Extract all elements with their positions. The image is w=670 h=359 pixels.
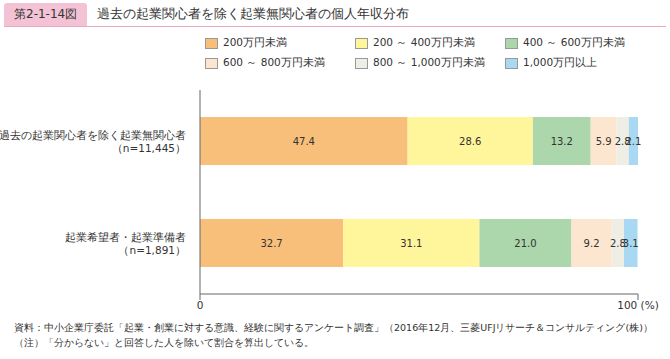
svg-text:（n=1,891）: （n=1,891）: [118, 244, 186, 256]
svg-text:100 (%): 100 (%): [617, 299, 659, 311]
svg-text:3.1: 3.1: [623, 238, 639, 249]
html-text:200 ～ 400万円未満: 200 ～ 400万円未満: [373, 36, 475, 48]
html-text:過去の起業関心者を除く起業無関心者の個人年収分布: 過去の起業関心者を除く起業無関心者の個人年収分布: [97, 6, 410, 21]
svg-text:2.8: 2.8: [614, 135, 631, 147]
svg-text:2.8: 2.8: [609, 237, 626, 249]
svg-text:31.1: 31.1: [400, 238, 422, 249]
svg-text:0: 0: [197, 299, 204, 311]
html-text:第2-1-14図: 第2-1-14図: [14, 6, 78, 21]
svg-text:9.2: 9.2: [584, 238, 600, 249]
html-text:400 ～ 600万円未満: 400 ～ 600万円未満: [523, 36, 625, 48]
svg-text:2.1: 2.1: [625, 136, 641, 147]
svg-text:47.4: 47.4: [293, 136, 315, 147]
html-text:（注）「分からない」と回答した人を除いて割合を算出している。: （注）「分からない」と回答した人を除いて割合を算出している。: [14, 337, 314, 348]
html-text:600 ～ 800万円未満: 600 ～ 800万円未満: [223, 56, 325, 68]
html-text:800 ～ 1,000万円未満: 800 ～ 1,000万円未満: [373, 56, 485, 68]
svg-text:起業希望者・起業準備者: 起業希望者・起業準備者: [65, 231, 186, 243]
svg-text:32.7: 32.7: [260, 238, 282, 249]
html-text:資料：中小企業庁委託「起業・創業に対する意識、経験に関するア: 資料：中小企業庁委託「起業・創業に対する意識、経験に関するアンケート調査」（20…: [14, 322, 653, 333]
svg-text:13.2: 13.2: [551, 136, 573, 147]
html-text:200万円未満: 200万円未満: [223, 36, 287, 48]
html-text:1,000万円以上: 1,000万円以上: [523, 56, 598, 68]
svg-text:28.6: 28.6: [459, 136, 481, 147]
svg-text:（n=11,445）: （n=11,445）: [112, 142, 186, 154]
svg-text:過去の起業関心者を除く起業無関心者: 過去の起業関心者を除く起業無関心者: [8, 129, 186, 141]
svg-text:5.9: 5.9: [596, 136, 612, 147]
svg-text:21.0: 21.0: [514, 238, 536, 249]
